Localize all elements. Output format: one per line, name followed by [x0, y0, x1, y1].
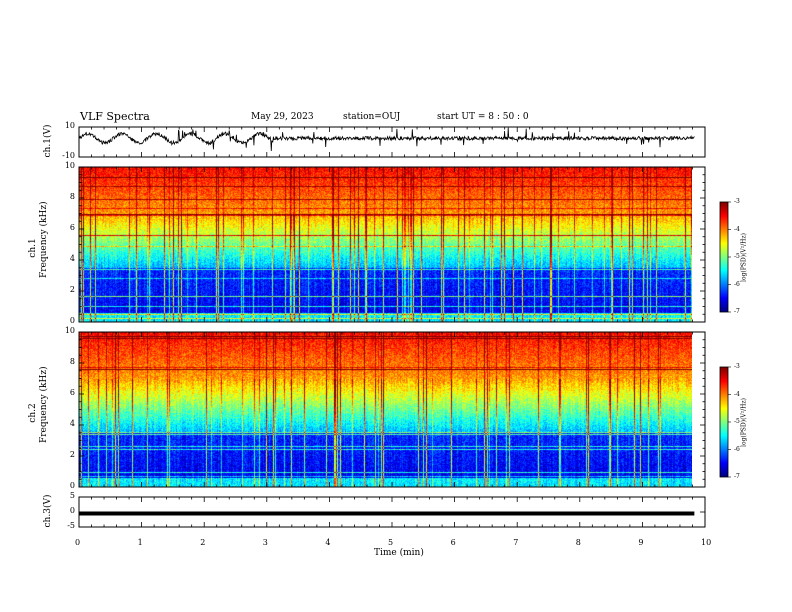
- date-label: May 29, 2023: [251, 112, 314, 122]
- x-axis-label: Time (min): [374, 548, 424, 558]
- x-tick-label: 7: [513, 538, 519, 547]
- ch2-spectrogram-image: [79, 332, 692, 487]
- y-tick-label: 4: [69, 419, 75, 428]
- ch2-spectrogram-ylabel: ch.2 Frequency (kHz): [28, 366, 50, 443]
- x-tick-label: 9: [638, 538, 644, 547]
- ch1-spectrogram-panel: [78, 166, 706, 323]
- x-tick-label: 0: [75, 538, 81, 547]
- y-tick-label: 2: [69, 450, 75, 459]
- y-tick-label: 10: [64, 326, 75, 335]
- colorbar-tick-label: -6: [734, 445, 740, 453]
- y-tick-label: 10: [64, 121, 75, 130]
- x-tick-label: 6: [450, 538, 456, 547]
- x-tick-label: 3: [262, 538, 268, 547]
- x-tick-label: 1: [137, 538, 143, 547]
- x-tick-label: 5: [388, 538, 394, 547]
- ch1-waveform-trace: [78, 127, 695, 152]
- x-tick-label: 8: [575, 538, 581, 547]
- ylabel-line: ch.1: [28, 238, 38, 258]
- ylabel-line: Frequency (kHz): [39, 201, 49, 278]
- ch1-colorbar: [719, 201, 729, 313]
- ch1-spectrogram-ylabel: ch.1 Frequency (kHz): [28, 201, 50, 278]
- axis-ticks: [78, 126, 731, 528]
- y-tick-label: 0: [69, 316, 75, 325]
- start-time-label: start UT = 8 : 50 : 0: [437, 112, 529, 122]
- y-tick-label: 0: [69, 506, 75, 515]
- colorbar-tick-label: -7: [734, 473, 740, 480]
- y-tick-label: 0: [69, 481, 75, 490]
- colorbar-tick-label: -3: [734, 363, 740, 370]
- x-tick-label: 2: [200, 538, 206, 547]
- ch2-spectrogram-panel: [78, 331, 706, 488]
- colorbar-tick-label: -6: [734, 280, 740, 288]
- y-tick-label: -5: [67, 521, 75, 530]
- colorbar-tick-label: -7: [734, 308, 740, 315]
- y-tick-label: 6: [69, 223, 75, 232]
- y-tick-label: 4: [69, 254, 75, 263]
- ch1-colorbar-label: log(PSD)(V²/Hz): [740, 233, 748, 282]
- figure-title: VLF Spectra: [80, 110, 150, 123]
- x-tick-label: 4: [325, 538, 331, 547]
- ch2-colorbar: [719, 366, 729, 478]
- y-tick-label: 8: [69, 192, 75, 201]
- ylabel-line: Frequency (kHz): [39, 366, 49, 443]
- colorbar-tick-label: -5: [734, 253, 740, 260]
- y-tick-label: 5: [69, 491, 75, 500]
- colorbar-tick-label: -5: [734, 418, 740, 425]
- x-tick-label: 10: [701, 538, 712, 547]
- colorbar-tick-label: -4: [734, 225, 740, 233]
- ch3-waveform-ylabel: ch.3(V): [43, 494, 53, 528]
- y-tick-label: 6: [69, 388, 75, 397]
- y-tick-label: 10: [64, 161, 75, 170]
- ylabel-line: ch.2: [28, 403, 38, 423]
- y-tick-label: 2: [69, 285, 75, 294]
- colorbar-tick-label: -3: [734, 198, 740, 205]
- ch1-waveform-ylabel: ch.1(V): [43, 124, 53, 158]
- station-label: station=OUJ: [343, 112, 401, 122]
- ch1-spectrogram-image: [79, 167, 692, 322]
- ch2-colorbar-label: log(PSD)(V²/Hz): [740, 398, 748, 447]
- y-tick-label: -10: [62, 151, 75, 160]
- y-tick-label: 8: [69, 357, 75, 366]
- colorbar-tick-label: -4: [734, 390, 740, 398]
